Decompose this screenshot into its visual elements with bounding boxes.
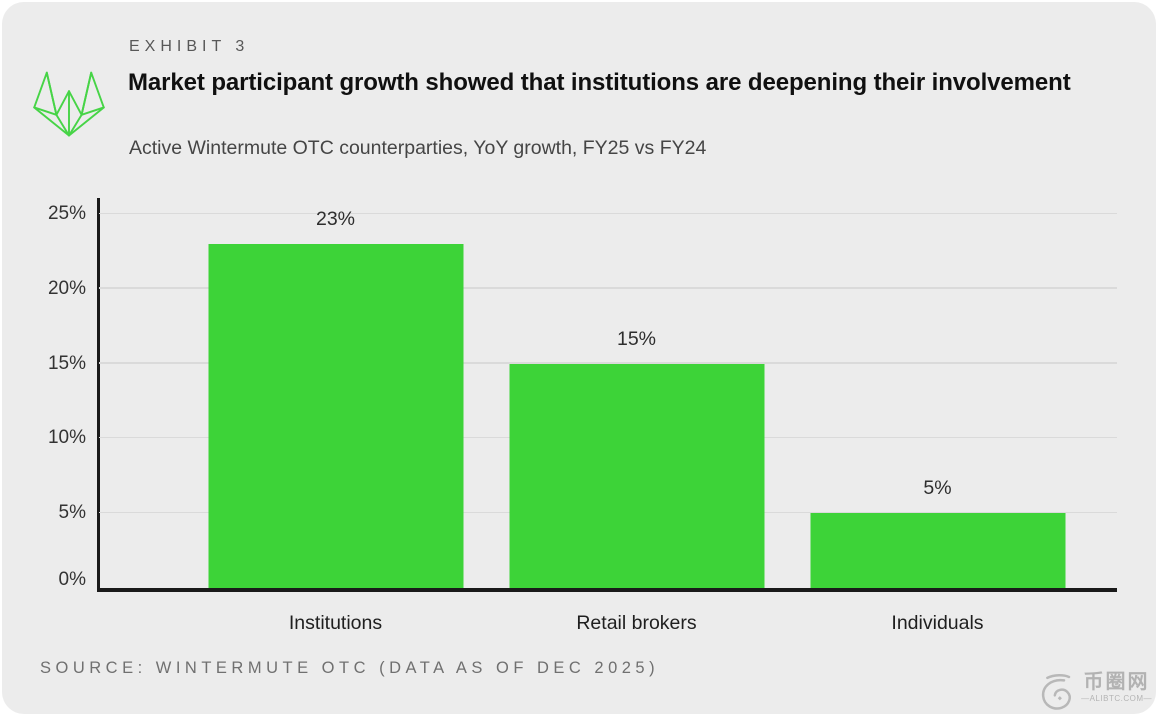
x-axis-label: Individuals: [891, 612, 984, 634]
x-axis-label: Institutions: [288, 612, 383, 634]
bar-value-label: 15%: [616, 327, 657, 350]
y-tick-label: 5%: [58, 502, 86, 524]
y-tick-label: 10%: [47, 427, 86, 449]
wintermute-logo-icon: [33, 71, 105, 137]
watermark-domain: —ALIBTC.COM—: [1081, 694, 1152, 703]
watermark: 币圈网 —ALIBTC.COM—: [1039, 670, 1152, 712]
chart-subtitle: Active Wintermute OTC counterparties, Yo…: [129, 137, 707, 159]
bar-institutions: [208, 243, 463, 588]
bar-slot: 5% Individuals: [787, 214, 1088, 634]
source-note: SOURCE: WINTERMUTE OTC (DATA AS OF DEC 2…: [40, 659, 660, 677]
watermark-text: 币圈网 —ALIBTC.COM—: [1081, 670, 1152, 704]
bar-value-label: 5%: [923, 477, 952, 500]
bar-retail-brokers: [509, 363, 764, 588]
x-axis-label: Retail brokers: [576, 612, 697, 634]
bars-row: 23% Institutions 15% Retail brokers 5% Indivi…: [185, 208, 1088, 634]
bar-chart-plot-area: 23% Institutions 15% Retail brokers 5% Indivi…: [48, 198, 1117, 634]
y-tick-label: 20%: [47, 277, 86, 299]
bar-individuals: [810, 513, 1065, 588]
gridline: [99, 362, 1117, 364]
bar-value-label: 23%: [315, 207, 356, 230]
y-tick-label: 25%: [47, 203, 86, 224]
watermark-site-name: 币圈网: [1083, 671, 1150, 693]
x-axis-line: [97, 588, 1117, 592]
bar-slot: 15% Retail brokers: [486, 214, 787, 634]
gridline: [99, 212, 1117, 214]
chart-title: Market participant growth showed that in…: [128, 69, 1071, 96]
exhibit-label: EXHIBIT 3: [129, 38, 250, 55]
y-tick-label: 0%: [58, 569, 86, 590]
bar-slot: 23% Institutions: [185, 208, 486, 634]
watermark-swirl-icon: [1042, 673, 1072, 710]
y-axis-line: [97, 198, 100, 592]
y-tick-label: 15%: [47, 352, 86, 374]
gridline: [99, 287, 1117, 289]
